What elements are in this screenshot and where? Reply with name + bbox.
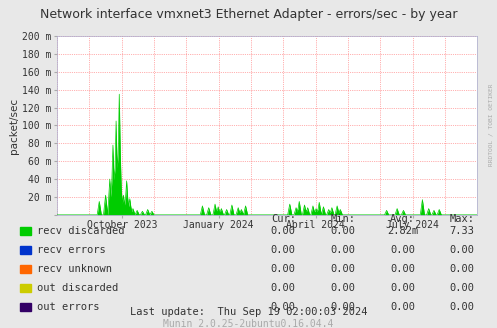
Y-axis label: packet/sec: packet/sec	[9, 97, 19, 154]
Text: 0.00: 0.00	[271, 283, 296, 293]
Text: recv discarded: recv discarded	[37, 226, 124, 236]
Text: 0.00: 0.00	[271, 302, 296, 312]
Text: out errors: out errors	[37, 302, 99, 312]
Text: recv unknown: recv unknown	[37, 264, 112, 274]
Text: 0.00: 0.00	[450, 302, 475, 312]
Text: Munin 2.0.25-2ubuntu0.16.04.4: Munin 2.0.25-2ubuntu0.16.04.4	[164, 319, 333, 328]
Text: 0.00: 0.00	[331, 283, 355, 293]
Text: Last update:  Thu Sep 19 02:00:03 2024: Last update: Thu Sep 19 02:00:03 2024	[130, 307, 367, 317]
Text: 0.00: 0.00	[271, 245, 296, 255]
Text: Min:: Min:	[331, 214, 355, 224]
Text: 0.00: 0.00	[390, 245, 415, 255]
Text: 0.00: 0.00	[390, 302, 415, 312]
Text: 0.00: 0.00	[331, 245, 355, 255]
Text: recv errors: recv errors	[37, 245, 105, 255]
Text: Max:: Max:	[450, 214, 475, 224]
Text: 0.00: 0.00	[271, 264, 296, 274]
Text: 2.82m: 2.82m	[387, 226, 418, 236]
Text: 0.00: 0.00	[331, 264, 355, 274]
Text: RRDTOOL / TOBI OETIKER: RRDTOOL / TOBI OETIKER	[489, 83, 494, 166]
Text: Cur:: Cur:	[271, 214, 296, 224]
Text: 7.33: 7.33	[450, 226, 475, 236]
Text: Avg:: Avg:	[390, 214, 415, 224]
Text: out discarded: out discarded	[37, 283, 118, 293]
Text: 0.00: 0.00	[390, 283, 415, 293]
Text: 0.00: 0.00	[331, 302, 355, 312]
Text: 0.00: 0.00	[390, 264, 415, 274]
Text: 0.00: 0.00	[450, 245, 475, 255]
Text: 0.00: 0.00	[450, 283, 475, 293]
Text: 0.00: 0.00	[450, 264, 475, 274]
Text: Network interface vmxnet3 Ethernet Adapter - errors/sec - by year: Network interface vmxnet3 Ethernet Adapt…	[40, 8, 457, 21]
Text: 0.00: 0.00	[271, 226, 296, 236]
Text: 0.00: 0.00	[331, 226, 355, 236]
